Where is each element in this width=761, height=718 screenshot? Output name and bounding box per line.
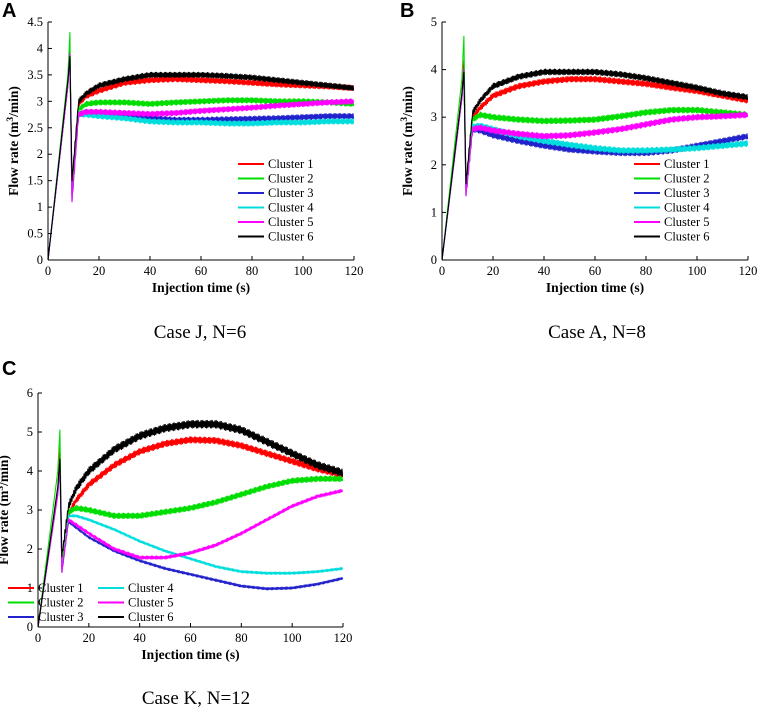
- caption-a: Case J, N=6: [153, 322, 247, 343]
- chart-a-series-cluster-6: [48, 55, 354, 260]
- chart-b-series-cluster-1: [442, 59, 748, 260]
- chart-b-legend-label: Cluster 3: [664, 186, 709, 200]
- chart-c-y-tick-label: 3: [27, 503, 33, 517]
- chart-b-x-tick-label: 80: [640, 264, 653, 278]
- chart-b-x-tick-label: 20: [487, 264, 500, 278]
- chart-c-y-axis-title: Flow rate (m3/min): [0, 455, 11, 565]
- chart-c-y-tick-label: 2: [27, 542, 33, 556]
- chart-a-legend-label: Cluster 2: [268, 172, 313, 186]
- caption-b: Case A, N=8: [548, 322, 646, 343]
- chart-a-y-tick-label: 4: [37, 41, 44, 55]
- chart-c-x-tick-label: 100: [283, 631, 302, 645]
- chart-b-series-cluster-6: [442, 68, 748, 260]
- chart-b-series-cluster-5: [442, 69, 748, 260]
- chart-b-x-tick-label: 60: [589, 264, 602, 278]
- chart-a-y-tick-label: 1.5: [27, 174, 43, 188]
- chart-c-series-cluster-6: [38, 419, 343, 627]
- chart-a-legend-label: Cluster 6: [268, 230, 313, 244]
- chart-c-y-tick-label: 0: [27, 620, 33, 634]
- chart-a-x-tick-label: 40: [144, 264, 157, 278]
- chart-a-series-cluster-5: [48, 53, 354, 260]
- chart-a-y-tick-label: 2: [37, 147, 43, 161]
- chart-c: 0204060801001200123456Injection time (s)…: [0, 386, 353, 662]
- chart-a-y-axis-title: Flow rate (m3/min): [6, 86, 21, 196]
- chart-a-legend-label: Cluster 3: [268, 186, 313, 200]
- chart-c-legend-label: Cluster 6: [128, 610, 173, 624]
- chart-c-series-cluster-4: [38, 462, 343, 627]
- chart-a-y-tick-label: 0: [37, 253, 43, 267]
- chart-b-y-tick-label: 1: [431, 205, 437, 219]
- chart-b-y-tick-label: 5: [431, 15, 437, 29]
- chart-a-y-tick-label: 1: [37, 200, 43, 214]
- chart-c-x-axis-title: Injection time (s): [141, 647, 239, 662]
- chart-b-legend-label: Cluster 4: [664, 201, 710, 215]
- chart-b-legend-label: Cluster 6: [664, 230, 709, 244]
- chart-c-x-tick-label: 60: [184, 631, 197, 645]
- chart-b-x-tick-label: 100: [688, 264, 707, 278]
- chart-c-x-tick-label: 40: [133, 631, 146, 645]
- chart-b-series-group: [442, 35, 748, 260]
- chart-a-y-tick-label: 3: [37, 94, 43, 108]
- chart-c-y-tick-label: 5: [27, 425, 33, 439]
- chart-b-x-axis-title: Injection time (s): [546, 280, 644, 295]
- chart-b-y-tick-label: 3: [431, 110, 437, 124]
- chart-c-legend-label: Cluster 5: [128, 596, 173, 610]
- chart-b-y-axis-title: Flow rate (m3/min): [400, 86, 415, 196]
- chart-b-x-tick-label: 0: [439, 264, 445, 278]
- chart-a-legend-label: Cluster 1: [268, 157, 313, 171]
- chart-a-legend-label: Cluster 5: [268, 215, 313, 229]
- chart-c-x-tick-label: 0: [35, 631, 41, 645]
- chart-c-legend-label: Cluster 1: [38, 581, 83, 595]
- chart-a-x-tick-label: 80: [246, 264, 259, 278]
- chart-a-x-tick-label: 60: [195, 264, 208, 278]
- chart-c-series-cluster-1: [38, 436, 343, 627]
- chart-a-x-tick-label: 0: [45, 264, 51, 278]
- chart-a-x-tick-label: 100: [294, 264, 313, 278]
- chart-b: 0 20 40 60 80 100 120 0 1 2 3 4 5 Injection time (s) F…: [400, 15, 758, 295]
- chart-c-series-group: [38, 419, 343, 627]
- chart-c-series-cluster-2: [38, 429, 343, 627]
- chart-b-legend-label: Cluster 1: [664, 157, 709, 171]
- chart-a-x-tick-label: 20: [93, 264, 106, 278]
- chart-a-y-tick-label: 4.5: [27, 15, 43, 29]
- chart-b-legend-label: Cluster 2: [664, 172, 709, 186]
- chart-b-y-tick-label: 2: [431, 158, 437, 172]
- chart-a-series-cluster-4: [48, 53, 354, 260]
- chart-a-x-tick-label: 120: [345, 264, 364, 278]
- panel-letter-a: A: [2, 0, 17, 22]
- chart-a-y-tick-label: 2.5: [27, 121, 43, 135]
- chart-c-legend-label: Cluster 2: [38, 596, 83, 610]
- chart-c-legend-label: Cluster 3: [38, 610, 83, 624]
- chart-b-y-tick-label: 0: [431, 253, 437, 267]
- panel-letter-c: C: [2, 358, 17, 380]
- chart-a: 0 20 40 60 80 100 120 0 0.5 1 1.5 2 2.5 3 3.5 4 4.5 Injec…: [6, 15, 364, 295]
- chart-b-x-tick-label: 40: [538, 264, 551, 278]
- chart-c-x-tick-label: 120: [334, 631, 353, 645]
- chart-c-series-cluster-3: [38, 462, 343, 627]
- chart-b-x-tick-label: 120: [739, 264, 758, 278]
- chart-a-y-tick-label: 0.5: [27, 227, 43, 241]
- chart-c-series-cluster-5: [38, 462, 343, 627]
- panel-letter-b: B: [400, 0, 415, 22]
- chart-c-legend-label: Cluster 4: [128, 581, 174, 595]
- chart-a-series-group: [48, 32, 354, 260]
- chart-a-x-axis-title: Injection time (s): [152, 280, 250, 295]
- chart-b-legend-label: Cluster 5: [664, 215, 709, 229]
- chart-c-y-tick-label: 4: [27, 464, 34, 478]
- chart-b-y-tick-label: 4: [431, 63, 438, 77]
- chart-a-legend-label: Cluster 4: [268, 201, 314, 215]
- chart-c-x-tick-label: 20: [83, 631, 96, 645]
- chart-c-y-tick-label: 6: [27, 386, 33, 400]
- chart-c-x-tick-label: 80: [235, 631, 248, 645]
- chart-b-series-cluster-2: [442, 35, 748, 260]
- caption-c: Case K, N=12: [141, 688, 251, 709]
- chart-a-y-tick-label: 3.5: [27, 68, 43, 82]
